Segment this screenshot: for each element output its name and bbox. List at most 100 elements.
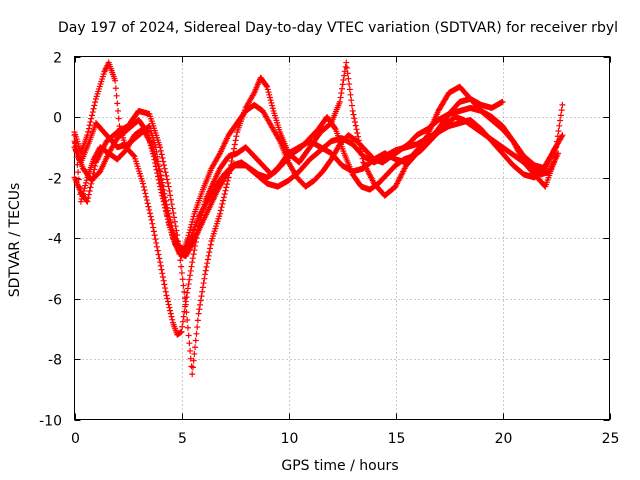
data-point: [559, 132, 566, 139]
data-point: [164, 298, 171, 305]
data-point: [346, 86, 353, 93]
data-point: [352, 122, 359, 129]
data-point: [264, 86, 271, 93]
series-day-2: [71, 59, 566, 378]
data-point: [162, 169, 169, 176]
data-point: [263, 82, 270, 89]
data-point: [166, 213, 173, 220]
data-point: [202, 267, 209, 274]
data-point: [196, 306, 203, 313]
data-point: [266, 94, 273, 101]
data-point: [75, 176, 82, 183]
data-point: [158, 175, 165, 182]
data-point: [168, 313, 175, 320]
data-point: [264, 83, 271, 90]
data-point: [336, 98, 343, 105]
data-point: [78, 196, 85, 203]
data-point: [154, 247, 161, 254]
data-point: [146, 206, 153, 213]
data-point: [185, 281, 192, 288]
data-point: [160, 186, 167, 193]
data-point: [179, 323, 186, 330]
data-point: [161, 281, 168, 288]
data-point: [153, 243, 160, 250]
data-point: [350, 111, 357, 118]
data-point: [188, 363, 195, 370]
data-point: [557, 112, 564, 119]
data-point: [159, 154, 166, 161]
data-point: [159, 273, 166, 280]
x-tick-label: 10: [281, 431, 299, 447]
data-point: [197, 301, 204, 308]
data-point: [89, 112, 96, 119]
data-point: [230, 149, 237, 156]
data-point: [169, 205, 176, 212]
data-point: [173, 227, 180, 234]
data-point: [184, 317, 191, 324]
data-point: [164, 204, 171, 211]
data-point: [157, 262, 164, 269]
data-point: [192, 337, 199, 344]
data-point: [157, 259, 164, 266]
data-point: [180, 313, 187, 320]
data-point: [159, 183, 166, 190]
data-point: [112, 77, 119, 84]
data-point: [198, 293, 205, 300]
data-point: [220, 194, 227, 201]
data-point: [83, 177, 90, 184]
data-point: [144, 200, 151, 207]
x-tick-label: 0: [71, 431, 80, 447]
data-point: [553, 144, 559, 151]
data-point: [355, 133, 362, 140]
data-point: [164, 176, 171, 183]
data-point: [150, 224, 157, 231]
data-point: [165, 301, 172, 308]
data-point: [268, 99, 275, 106]
data-point: [160, 162, 167, 169]
data-point: [155, 251, 162, 258]
data-point: [159, 270, 166, 277]
data-point: [269, 105, 276, 112]
data-point: [331, 125, 338, 131]
data-point: [143, 193, 150, 200]
data-point: [115, 115, 122, 122]
data-point: [190, 357, 197, 364]
y-tick-label: 0: [53, 111, 62, 127]
data-point: [206, 249, 213, 256]
data-point: [184, 285, 191, 292]
data-point: [141, 187, 148, 194]
y-tick-label: -2: [48, 172, 62, 188]
data-point: [185, 332, 192, 339]
data-point: [92, 99, 99, 106]
data-point: [552, 145, 559, 152]
data-point: [189, 259, 196, 266]
data-point: [338, 90, 345, 97]
data-point: [207, 241, 214, 248]
data-point: [169, 316, 176, 323]
data-point: [199, 288, 206, 295]
data-point: [190, 251, 197, 258]
data-point: [165, 183, 172, 190]
data-point: [558, 107, 565, 114]
data-point: [163, 201, 170, 208]
data-point: [187, 347, 194, 354]
data-point: [178, 328, 185, 335]
data-point: [555, 150, 562, 157]
data-point: [88, 115, 95, 122]
x-axis-label: GPS time / hours: [281, 458, 398, 474]
data-point: [189, 218, 196, 225]
data-point: [147, 213, 154, 220]
data-point: [202, 271, 209, 278]
data-point: [155, 176, 162, 183]
data-point: [189, 255, 196, 262]
data-point: [181, 288, 188, 295]
data-point: [348, 102, 355, 109]
data-point: [337, 94, 344, 101]
data-points: [71, 59, 566, 378]
data-point: [339, 81, 346, 88]
data-point: [154, 173, 161, 180]
data-point: [232, 137, 239, 144]
data-point: [201, 275, 208, 282]
data-point: [346, 81, 353, 88]
